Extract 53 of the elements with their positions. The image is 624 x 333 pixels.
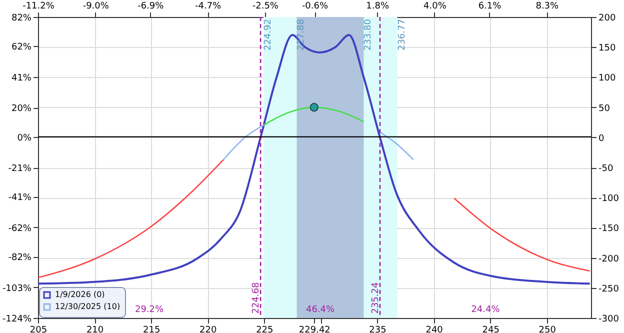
- y-tick-label: 82%: [11, 14, 32, 24]
- x-tick-label: 240: [426, 326, 444, 333]
- y-tick-label: -82%: [8, 253, 32, 264]
- x-tick-label: 229.42: [298, 326, 330, 333]
- annotation: 236.77: [397, 19, 408, 50]
- x2-tick-label: -6.9%: [138, 2, 164, 12]
- y-tick-label: 41%: [11, 73, 32, 84]
- x-tick-label: 210: [86, 326, 104, 333]
- y2-tick-label: -250: [598, 284, 620, 294]
- annotation: 233.80: [364, 18, 374, 50]
- x-tick-label: 205: [30, 326, 48, 333]
- x2-tick-label: 8.3%: [536, 2, 560, 12]
- annotation: 46.4%: [306, 305, 336, 315]
- y-tick-label: 62%: [11, 42, 32, 53]
- x2-tick-label: 4.0%: [424, 2, 447, 12]
- x2-tick-label: -4.7%: [194, 2, 222, 12]
- y2-tick-label: 200: [598, 14, 616, 24]
- y2-tick-label: 0: [598, 134, 604, 144]
- x-tick-label: 250: [538, 326, 556, 333]
- x-tick-label: 235: [369, 326, 386, 333]
- annotation: 224.92: [263, 19, 274, 50]
- ref-line-label: 235.24: [370, 282, 381, 314]
- annotation: 24.4%: [471, 305, 500, 315]
- x-tick-label: 245: [482, 326, 500, 333]
- x2-tick-label: -11.2%: [22, 2, 55, 12]
- x2-tick-label: 6.1%: [478, 2, 502, 12]
- y-tick-label: 20%: [11, 104, 32, 114]
- y-tick-label: -103%: [2, 284, 32, 294]
- x-tick-label: 220: [200, 326, 217, 333]
- legend-label: 12/30/2025 (10): [55, 302, 120, 311]
- y2-tick-label: 50: [598, 104, 610, 114]
- y-tick-label: -41%: [8, 193, 32, 204]
- ref-line-label: 224.68: [252, 282, 262, 314]
- y-tick-label: -21%: [8, 164, 32, 174]
- x-tick-label: 225: [256, 326, 274, 333]
- x2-tick-label: -9.0%: [82, 2, 110, 12]
- y-tick-label: -62%: [8, 224, 32, 234]
- x2-tick-label: 1.8%: [366, 2, 390, 12]
- x2-tick-label: -2.5%: [252, 2, 279, 12]
- x2-tick-label: -0.6%: [302, 2, 328, 12]
- x-tick-label: 215: [142, 326, 160, 333]
- y2-tick-label: 150: [598, 44, 616, 54]
- annotation: 29.2%: [134, 305, 164, 315]
- legend-label: 1/9/2026 (0): [55, 290, 105, 299]
- y2-tick-label: 100: [598, 74, 616, 84]
- y2-tick-label: -50: [598, 164, 614, 174]
- y2-tick-label: -150: [598, 224, 620, 234]
- y2-tick-label: -100: [598, 194, 620, 204]
- y2-tick-label: -300: [598, 314, 620, 324]
- y-tick-label: -124%: [2, 314, 32, 324]
- annotation: 227.88: [296, 18, 307, 50]
- y2-tick-label: -200: [598, 254, 620, 264]
- y-tick-label: 0%: [17, 133, 32, 144]
